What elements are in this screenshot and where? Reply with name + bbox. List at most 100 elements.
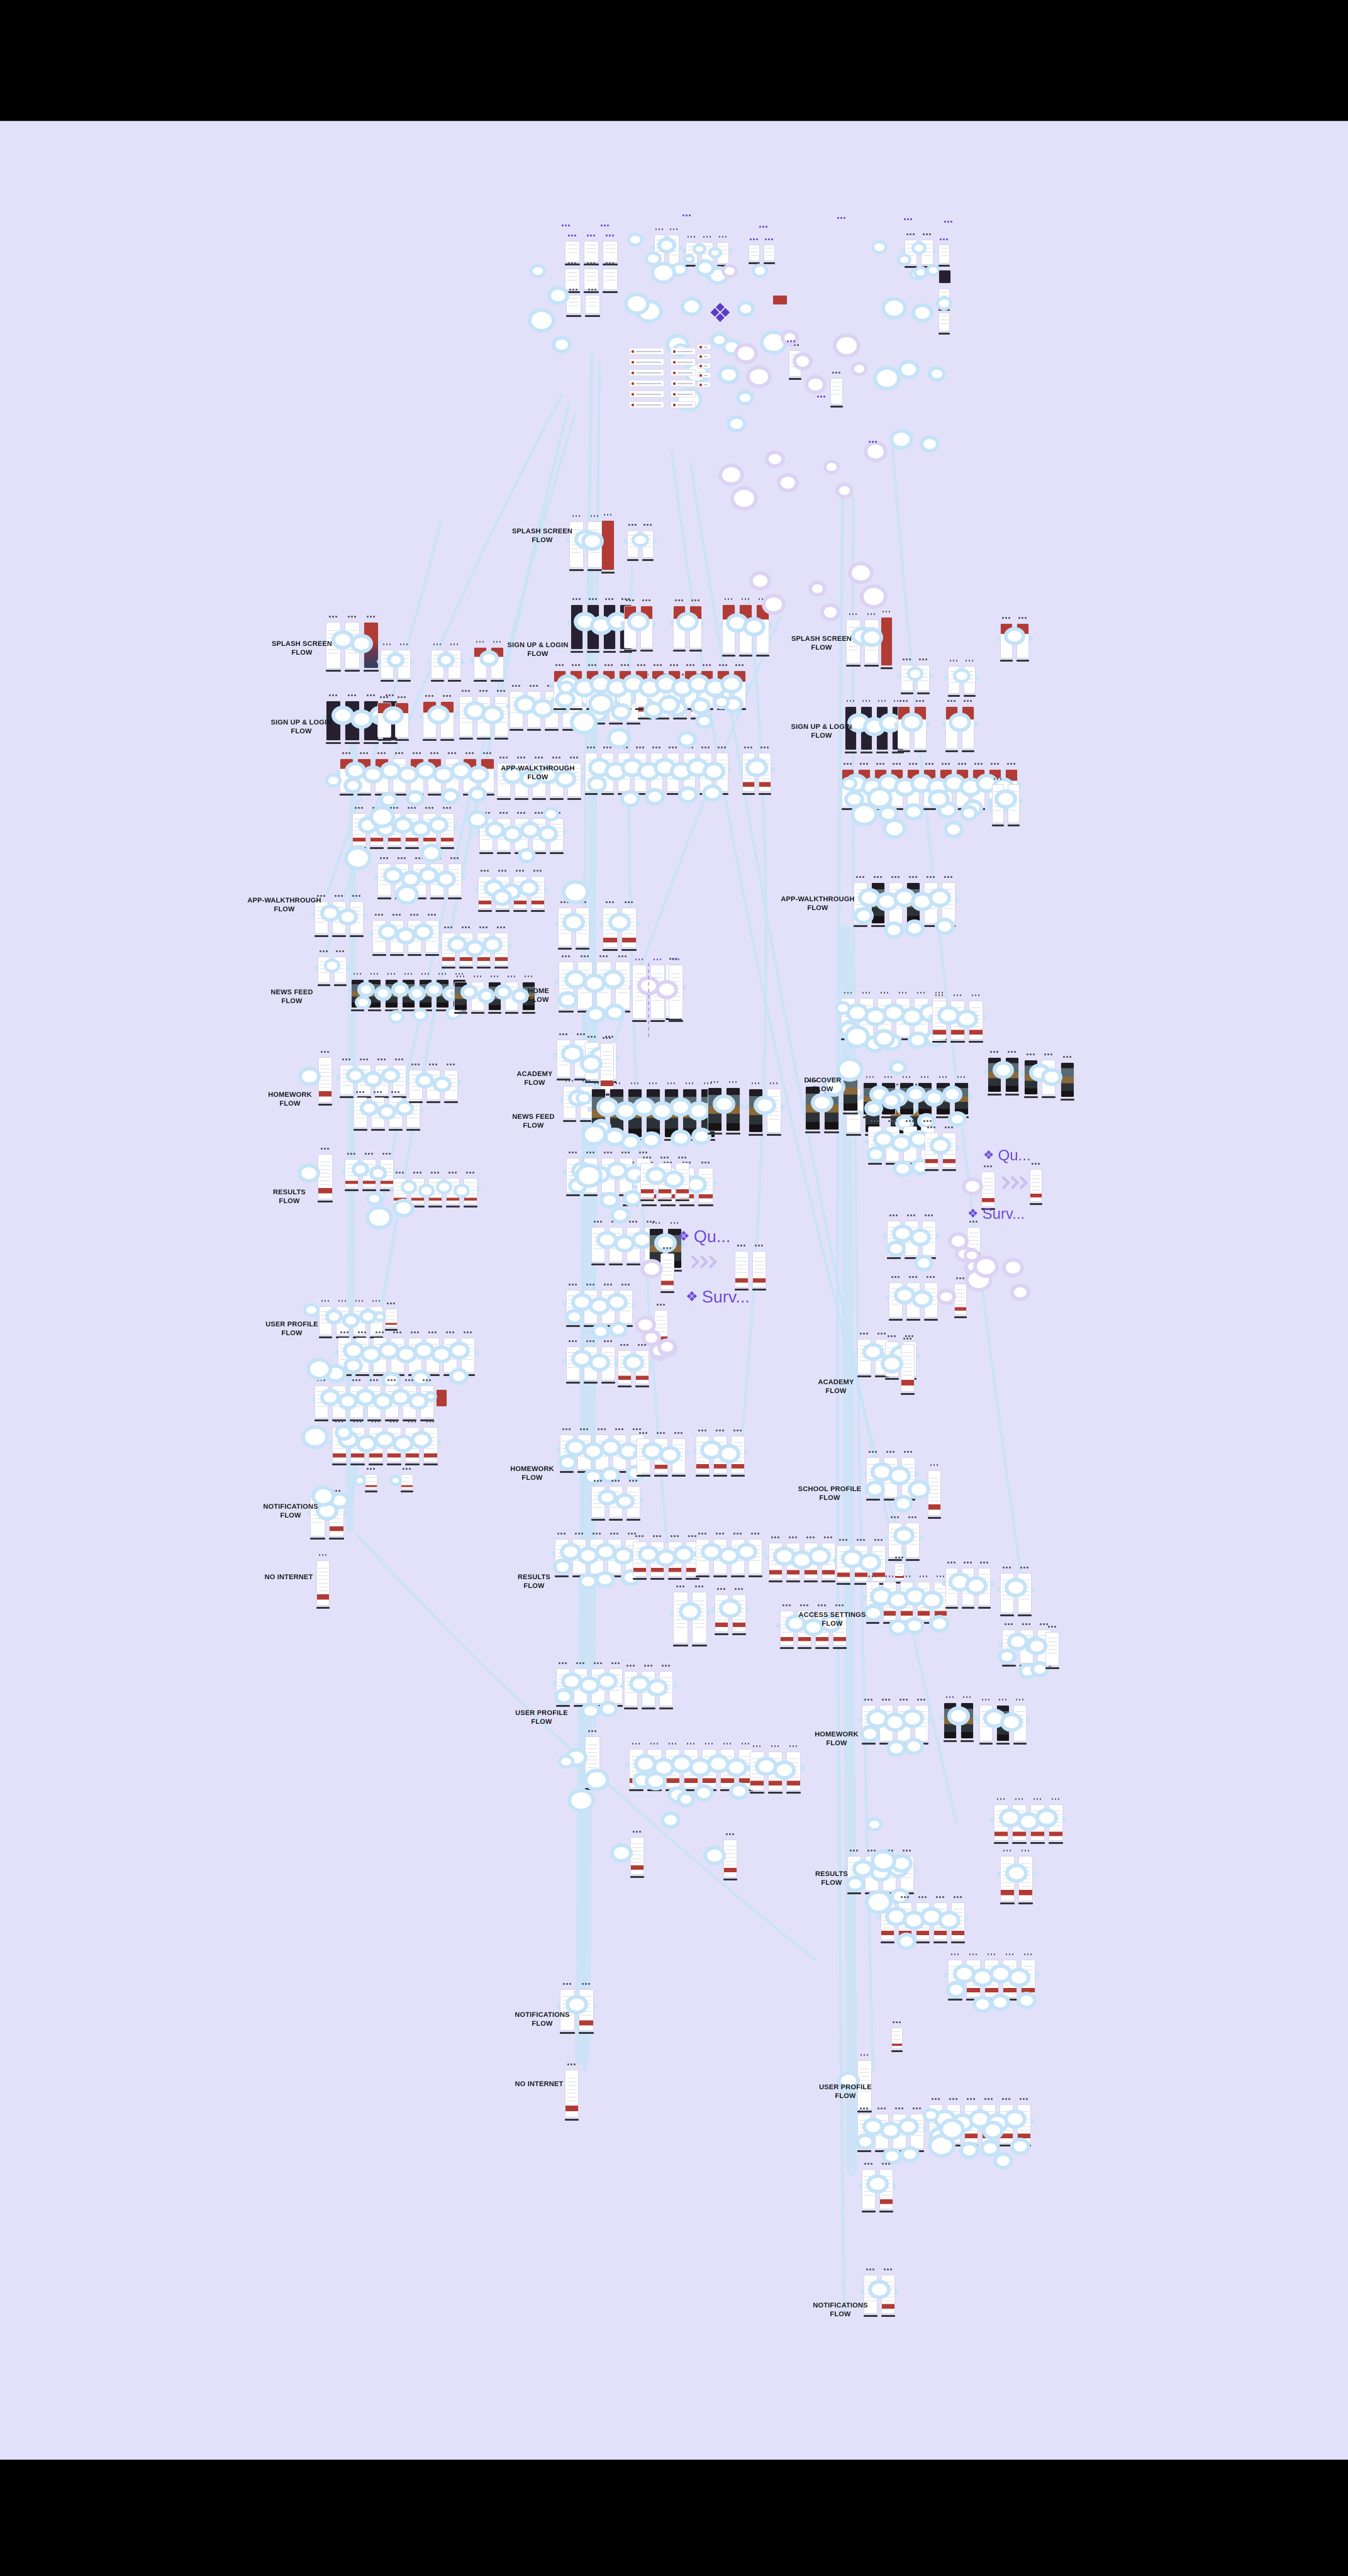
screen-thumbnail[interactable] <box>764 245 775 264</box>
flow-label[interactable]: NO INTERNET <box>265 1573 313 1582</box>
flow-label[interactable]: USER PROFILE FLOW <box>265 1320 318 1338</box>
flow-label[interactable]: NO INTERNET <box>515 2080 564 2089</box>
list-item-thumbnail[interactable] <box>697 363 711 369</box>
screen-thumbnail[interactable] <box>565 241 580 265</box>
list-item-icon <box>673 360 676 364</box>
list-item-thumbnail[interactable] <box>671 369 696 376</box>
screen-thumbnail[interactable] <box>901 1344 915 1395</box>
component-set-label[interactable]: ❖ Surv... <box>686 1287 750 1307</box>
flow-label[interactable]: RESULTS FLOW <box>815 1870 848 1888</box>
list-item-thumbnail[interactable] <box>629 380 664 387</box>
flow-label[interactable]: SPLASH SCREEN FLOW <box>791 635 852 653</box>
list-item-thumbnail[interactable] <box>629 348 664 355</box>
component-set-label[interactable]: ❖ Qu... <box>983 1147 1031 1165</box>
screen-thumbnail[interactable] <box>830 378 843 408</box>
screen-thumbnail[interactable] <box>928 1470 941 1519</box>
screen-thumbnail[interactable] <box>584 241 599 265</box>
screen-thumbnail[interactable] <box>954 1284 967 1318</box>
flow-label[interactable]: ACADEMY FLOW <box>818 1378 854 1396</box>
screen-thumbnail[interactable] <box>939 270 951 284</box>
screen-thumbnail[interactable] <box>939 313 950 335</box>
flow-label[interactable]: NOTIFICATIONS FLOW <box>515 2011 569 2029</box>
flow-label[interactable]: HOMEWORK FLOW <box>815 1730 858 1748</box>
screen-thumbnail[interactable] <box>1045 1632 1059 1669</box>
list-item-thumbnail[interactable] <box>671 358 696 365</box>
screen-thumbnail[interactable] <box>1061 1062 1074 1101</box>
flow-label[interactable]: HOMEWORK FLOW <box>268 1091 311 1109</box>
screen-thumbnail[interactable] <box>385 1309 398 1331</box>
flow-label[interactable]: SIGN UP & LOGIN FLOW <box>271 718 332 736</box>
flow-connector-node <box>558 1754 574 1769</box>
flow-label[interactable]: USER PROFILE FLOW <box>819 2083 872 2101</box>
flow-connector-node <box>676 1791 695 1807</box>
frame-name-dots <box>667 1082 676 1084</box>
list-item-thumbnail[interactable] <box>697 344 711 350</box>
flow-label[interactable]: SCHOOL PROFILE FLOW <box>798 1485 861 1503</box>
component-set-label[interactable]: ❖ Qu... <box>677 1227 730 1246</box>
list-item-thumbnail[interactable] <box>697 353 711 359</box>
screen-thumbnail[interactable] <box>565 2070 579 2121</box>
flow-label[interactable]: RESULTS FLOW <box>273 1188 306 1206</box>
screen-thumbnail[interactable] <box>601 520 615 574</box>
screen-thumbnail[interactable] <box>600 1043 614 1096</box>
screen-thumbnail[interactable] <box>891 2028 903 2052</box>
screen-thumbnail[interactable] <box>566 295 581 317</box>
flow-label[interactable]: APP-WALKTHROUGH FLOW <box>781 895 854 913</box>
flow-label[interactable]: NOTIFICATIONS FLOW <box>263 1502 318 1521</box>
flow-label[interactable]: SPLASH SCREEN FLOW <box>512 527 572 545</box>
screen-thumbnail[interactable] <box>318 1154 333 1202</box>
list-item-thumbnail[interactable] <box>629 401 664 408</box>
screen-thumbnail[interactable] <box>660 1253 674 1293</box>
flow-label[interactable]: APP-WALKTHROUGH FLOW <box>247 896 321 914</box>
list-item-thumbnail[interactable] <box>697 372 711 378</box>
flow-connector-node <box>900 2146 920 2163</box>
flow-label[interactable]: RESULTS FLOW <box>518 1573 550 1591</box>
screen-thumbnail[interactable] <box>749 245 760 264</box>
flow-label[interactable]: HOME FLOW <box>528 987 549 1005</box>
flow-label[interactable]: SPLASH SCREEN FLOW <box>272 640 332 658</box>
screen-thumbnail[interactable] <box>772 295 788 305</box>
screen-thumbnail[interactable] <box>981 1172 995 1210</box>
screen-thumbnail[interactable] <box>894 1563 905 1584</box>
list-item-thumbnail[interactable] <box>671 348 696 355</box>
screen-thumbnail[interactable] <box>585 295 600 317</box>
list-item-thumbnail[interactable] <box>671 391 696 397</box>
frame-name-dots <box>438 973 447 975</box>
screen-thumbnail[interactable] <box>752 1251 766 1291</box>
screen-thumbnail[interactable] <box>565 269 580 293</box>
screen-thumbnail[interactable] <box>584 269 599 293</box>
list-item-thumbnail[interactable] <box>629 369 664 376</box>
screen-thumbnail[interactable] <box>881 617 893 669</box>
flow-label[interactable]: HOMEWORK FLOW <box>510 1465 554 1483</box>
list-item-thumbnail[interactable] <box>671 380 696 387</box>
component-set-label[interactable]: ❖ Surv... <box>967 1206 1025 1223</box>
flow-label[interactable]: DISCOVER FLOW <box>804 1076 841 1094</box>
screen-thumbnail[interactable] <box>365 1474 377 1492</box>
screen-thumbnail[interactable] <box>723 1840 737 1880</box>
list-item-bar <box>677 404 693 406</box>
screen-thumbnail[interactable] <box>1030 1169 1042 1205</box>
flow-label[interactable]: ACADEMY FLOW <box>516 1070 552 1088</box>
screen-thumbnail[interactable] <box>401 1474 413 1492</box>
list-item-thumbnail[interactable] <box>629 358 664 365</box>
screen-thumbnail[interactable] <box>316 1560 330 1609</box>
screen-thumbnail[interactable] <box>630 1837 644 1878</box>
list-item-thumbnail[interactable] <box>697 382 711 387</box>
flow-label[interactable]: SIGN UP & LOGIN FLOW <box>508 641 569 659</box>
flow-label[interactable]: NEWS FEED FLOW <box>270 988 313 1006</box>
flow-label[interactable]: ACCESS SETTINGS FLOW <box>799 1611 866 1629</box>
design-canvas[interactable]: SPLASH SCREEN FLOW SIGN UP & LOGIN FLOW APP-… <box>0 121 1348 2460</box>
screen-thumbnail[interactable] <box>318 1057 332 1106</box>
flow-label[interactable]: NOTIFICATIONS FLOW <box>813 2301 867 2319</box>
flow-label[interactable]: NEWS FEED FLOW <box>512 1113 554 1131</box>
screen-thumbnail[interactable] <box>939 245 950 267</box>
screen-thumbnail[interactable] <box>603 269 618 293</box>
list-item-thumbnail[interactable] <box>629 391 664 397</box>
flow-label[interactable]: SIGN UP & LOGIN FLOW <box>791 723 852 741</box>
screen-thumbnail[interactable] <box>603 241 618 265</box>
screen-thumbnail[interactable] <box>735 1251 749 1291</box>
screen-thumbnail[interactable] <box>436 1389 447 1407</box>
list-item-thumbnail[interactable] <box>671 401 696 408</box>
flow-label[interactable]: USER PROFILE FLOW <box>515 1709 568 1727</box>
flow-label[interactable]: APP-WALKTHROUGH FLOW <box>501 764 574 782</box>
